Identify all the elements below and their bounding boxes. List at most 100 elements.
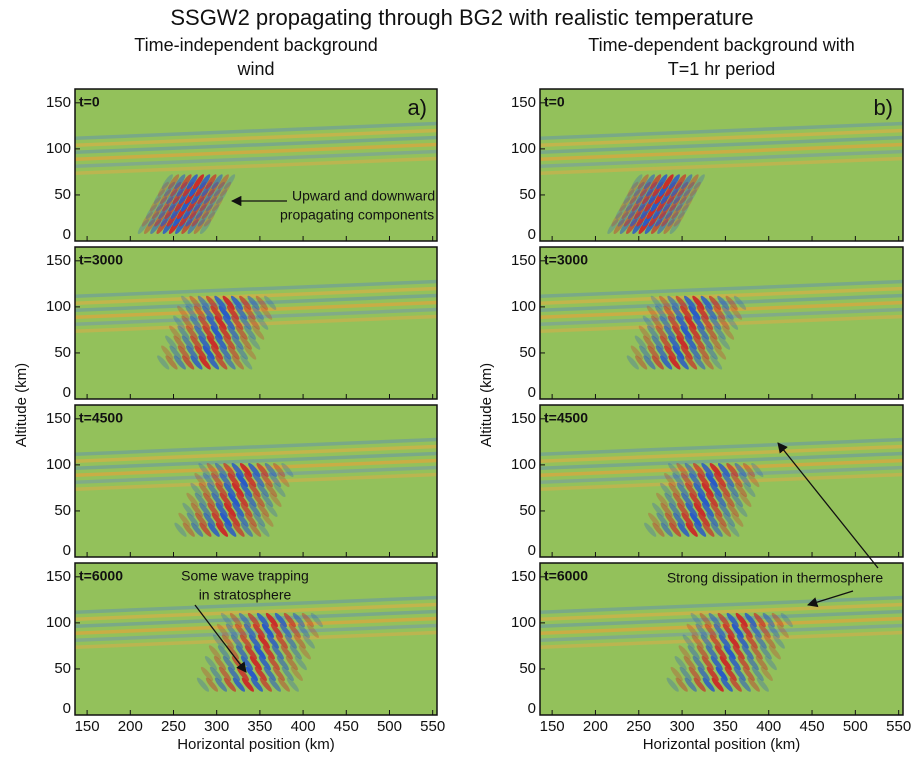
wave-crest (249, 522, 262, 537)
wave-crest (220, 612, 234, 628)
wave-crest (667, 295, 680, 310)
wave-crest (231, 482, 245, 498)
wave-crest (256, 482, 269, 498)
x-tick-label: 150 (75, 718, 100, 735)
wave-crest (732, 645, 745, 660)
wave-crest (248, 502, 261, 517)
wave-crest (675, 677, 688, 692)
wave-crest (182, 522, 195, 537)
wave-crest (655, 305, 668, 320)
wave-crest (264, 295, 277, 310)
wave-crest (675, 174, 687, 190)
wave-crest (256, 462, 269, 478)
wave-crest (696, 325, 710, 340)
wave-crest (680, 325, 693, 340)
wave-crest (206, 335, 219, 350)
wave-crest (683, 656, 696, 671)
y-tick-label: 50 (519, 660, 536, 677)
wave-crest (643, 174, 655, 190)
wave-crest (185, 305, 198, 320)
wave-crest (697, 472, 710, 488)
wave-crest (169, 345, 182, 360)
wave-crest (741, 645, 754, 660)
y-tick-label: 50 (54, 344, 71, 361)
wave-crest (726, 612, 739, 628)
background-stripe (75, 279, 437, 298)
wave-crest (186, 512, 199, 527)
wave-crest (729, 305, 743, 320)
y-tick-label: 50 (54, 186, 71, 203)
wave-crest (709, 335, 722, 350)
wave-crest (607, 219, 619, 235)
wave-crest (754, 634, 767, 649)
background-stripe (75, 286, 437, 305)
panel: t=3000 0 50 100 150 (511, 246, 904, 401)
wave-crest (717, 462, 731, 478)
wave-crest (668, 355, 681, 370)
wave-crest (674, 656, 687, 671)
time-label: t=0 (544, 94, 565, 110)
wave-crest (713, 305, 726, 320)
wave-crest (189, 295, 202, 310)
wave-crest (708, 612, 721, 628)
wave-crest (728, 656, 741, 671)
wave-crest (662, 174, 674, 190)
wave-crest (186, 492, 199, 507)
wave-crest (240, 482, 253, 498)
wave-crest (181, 315, 194, 330)
wave-crest (199, 174, 211, 190)
wave-crest (196, 677, 210, 692)
panel-frame (539, 404, 904, 558)
wave-crest (290, 666, 303, 681)
wave-crest (689, 492, 702, 507)
wave-crest (218, 325, 232, 340)
wave-crest (644, 522, 657, 537)
background-stripe (540, 616, 903, 635)
wave-crest (667, 211, 679, 227)
wave-crest (646, 305, 659, 320)
wave-crest (717, 295, 730, 310)
wave-crest (202, 492, 216, 507)
background-stripe (540, 135, 903, 154)
wave-crest (729, 677, 742, 692)
annotation: Strong dissipation in thermosphere (667, 570, 884, 586)
wave-crest (671, 305, 684, 320)
wave-crest (284, 634, 297, 649)
wave-crest (206, 295, 219, 310)
wave-crest (212, 634, 226, 649)
wave-crest (310, 612, 323, 628)
wave-crest (643, 355, 656, 370)
background-stripe (75, 128, 437, 147)
wave-crest (735, 612, 748, 628)
background-stripe (75, 437, 437, 456)
wave-crest (743, 482, 756, 498)
wave-crest (231, 355, 244, 370)
wave-crest (726, 462, 739, 478)
wave-crest (701, 482, 714, 498)
wave-crest (704, 623, 717, 638)
wave-crest (681, 492, 694, 507)
wave-crest (697, 492, 710, 507)
wave-crest (243, 325, 256, 340)
wave-crest (676, 482, 689, 498)
wave-crest (733, 666, 746, 681)
panel-frame (539, 246, 904, 400)
background-stripe (75, 149, 437, 168)
wave-crest (186, 174, 198, 190)
wave-crest (219, 492, 232, 507)
wave-crest (759, 645, 772, 660)
wave-crest (727, 634, 740, 649)
wave-crest (682, 634, 695, 649)
wave-crest (687, 645, 700, 660)
wave-crest (224, 174, 236, 190)
wave-crest (686, 623, 699, 638)
wave-crest (277, 677, 290, 692)
wave-crest (718, 502, 731, 517)
wave-crest (288, 623, 301, 638)
y-tick-label: 0 (528, 384, 536, 401)
wave-crest (684, 315, 697, 330)
wave-crest (718, 634, 731, 649)
wave-crest (204, 656, 218, 671)
wave-crest (202, 345, 215, 360)
wave-crest (251, 305, 264, 320)
